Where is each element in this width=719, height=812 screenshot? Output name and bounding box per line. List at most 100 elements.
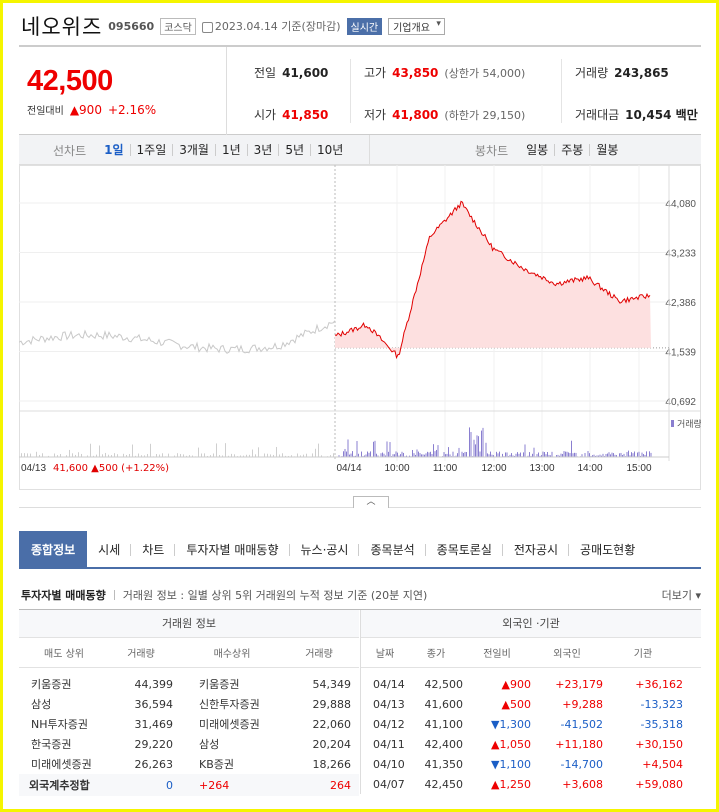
volume-bar: [365, 454, 367, 457]
volume-bar: [346, 451, 347, 457]
volume-bar: [646, 451, 647, 457]
row-date: 04/14: [373, 677, 405, 691]
stat-prev-close: 전일 41,600: [254, 66, 329, 80]
volume-bar: [622, 455, 623, 457]
volume-bar: [403, 452, 404, 457]
x-tick-label: 10:00: [384, 463, 409, 474]
tab-short-selling[interactable]: 공매도현황: [580, 543, 636, 557]
y-tick-label: 41,539: [665, 348, 696, 359]
broker-volume: 22,060: [312, 717, 352, 731]
broker-name[interactable]: 미래에셋증권: [199, 718, 260, 731]
volume-bar: [392, 454, 394, 457]
tab-disclosure[interactable]: 전자공시: [503, 531, 570, 569]
period-1y[interactable]: 1년: [216, 144, 248, 156]
volume-bar: [102, 454, 103, 457]
broker-name[interactable]: 미래에셋증권: [31, 758, 92, 771]
volume-bar: [425, 453, 427, 457]
volume-bar: [231, 453, 232, 457]
tab-discussion[interactable]: 종목토론실: [426, 531, 503, 569]
volume-bar: [189, 455, 190, 457]
row-institution: +36,162: [635, 677, 683, 691]
period-1d[interactable]: 1일: [98, 144, 131, 156]
volume-bar: [433, 444, 434, 457]
volume-bar: [81, 453, 82, 457]
chevron-up-icon: ︿: [366, 497, 376, 507]
broker-name[interactable]: 키움증권: [31, 678, 72, 691]
volume-bar: [437, 445, 439, 457]
broker-rows: 키움증권 44,399 키움증권 54,349 삼성 36,594 신한투자증권 29,888…: [19, 668, 359, 774]
volume-bar: [565, 451, 566, 457]
volume-bar: [599, 454, 601, 457]
volume-bar: [607, 453, 608, 457]
collapse-chart-button[interactable]: ︿: [353, 496, 389, 508]
broker-name[interactable]: KB증권: [199, 758, 234, 771]
volume-bar: [493, 455, 494, 457]
volume-bar: [69, 449, 70, 457]
volume-bar: [356, 441, 358, 457]
row-foreign: +9,288: [562, 697, 603, 711]
foreign-table-title: 외국인 ·기관: [361, 610, 701, 638]
volume-bar: [264, 453, 265, 457]
volume-bar: [650, 452, 652, 457]
period-1w[interactable]: 1주일: [131, 144, 174, 156]
tab-news[interactable]: 뉴스·공시: [290, 531, 360, 569]
volume-bar: [291, 455, 292, 457]
volume-bar: [150, 443, 151, 457]
tab-overview[interactable]: 종합정보: [19, 531, 88, 569]
company-overview-select[interactable]: 기업개요: [388, 17, 445, 35]
volume-bar: [347, 439, 349, 457]
volume-bar: [626, 452, 628, 457]
stat-open: 시가 41,850: [254, 108, 329, 122]
tab-investor-trading[interactable]: 투자자별 매매동향: [175, 531, 290, 569]
broker-name[interactable]: 삼성: [199, 738, 220, 751]
broker-name[interactable]: 신한투자증권: [199, 698, 260, 711]
row-close: 42,450: [424, 777, 464, 791]
broker-name[interactable]: 한국증권: [31, 738, 72, 751]
volume-bar: [629, 455, 631, 457]
broker-volume: 26,263: [134, 757, 174, 771]
volume-bar: [491, 454, 493, 457]
candle-weekly[interactable]: 주봉: [555, 144, 591, 156]
broker-volume: 31,469: [134, 717, 174, 731]
candle-monthly[interactable]: 월봉: [596, 143, 619, 157]
period-5y[interactable]: 5년: [279, 144, 312, 156]
candle-daily[interactable]: 일봉: [520, 144, 556, 156]
volume-bar: [637, 452, 638, 457]
foreign-sum-row: 외국계추정합 0 +264 264: [19, 774, 359, 796]
tab-quotes[interactable]: 시세: [87, 531, 132, 569]
candle-chart-options: 봉차트 일봉 주봉 월봉: [475, 135, 624, 165]
section-description: 거래원 정보 : 일별 상위 5위 거래원의 누적 정보 기준 (20분 지연): [122, 589, 428, 602]
tab-analysis[interactable]: 종목분석: [359, 531, 426, 569]
period-3m[interactable]: 3개월: [173, 144, 216, 156]
volume-bar: [156, 454, 157, 457]
volume-bar: [219, 454, 220, 457]
base-date: 2023.04.14 기준(장마감): [201, 18, 341, 34]
broker-name[interactable]: NH투자증권: [31, 718, 88, 731]
volume-bar: [144, 455, 145, 457]
realtime-button[interactable]: 실시간: [346, 17, 383, 35]
volume-bar: [330, 455, 331, 457]
volume-bar: [99, 445, 100, 457]
tab-chart[interactable]: 차트: [131, 531, 176, 569]
volume-bar: [141, 455, 142, 457]
x-tick-label: 12:00: [481, 463, 506, 474]
volume-bar: [395, 451, 397, 457]
volume-bar: [349, 454, 350, 457]
volume-bar: [452, 451, 454, 457]
volume-bar: [344, 448, 346, 457]
volume-bar: [530, 455, 532, 457]
volume-bar: [539, 455, 541, 457]
volume-bar: [370, 451, 371, 457]
broker-name[interactable]: 키움증권: [199, 678, 240, 691]
period-3y[interactable]: 3년: [248, 144, 280, 156]
foreign-table-header: 날짜 종가 전일비 외국인 기관: [361, 638, 701, 668]
volume-bar: [177, 453, 178, 457]
more-button[interactable]: 더보기 ▾: [661, 589, 701, 602]
volume-bar: [135, 455, 136, 457]
broker-name[interactable]: 삼성: [31, 698, 52, 711]
volume-bar: [377, 455, 379, 457]
volume-bar: [315, 448, 316, 457]
price-area-fill: [335, 201, 651, 358]
period-10y[interactable]: 10년: [317, 143, 344, 157]
volume-bar: [108, 454, 109, 457]
